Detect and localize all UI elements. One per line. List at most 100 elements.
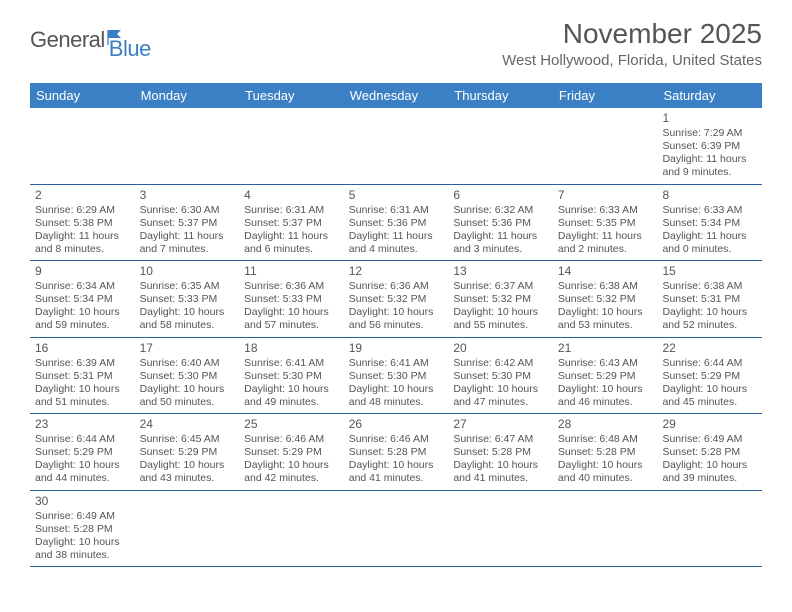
day-header-row: SundayMondayTuesdayWednesdayThursdayFrid… — [30, 83, 762, 108]
sunset-line: Sunset: 5:37 PM — [244, 217, 339, 230]
day-number: 29 — [662, 417, 757, 432]
day-number: 1 — [662, 111, 757, 126]
calendar-day: 23Sunrise: 6:44 AMSunset: 5:29 PMDayligh… — [30, 414, 135, 490]
calendar-empty — [448, 491, 553, 567]
calendar-day: 22Sunrise: 6:44 AMSunset: 5:29 PMDayligh… — [657, 338, 762, 414]
day-number: 13 — [453, 264, 548, 279]
calendar-empty — [135, 108, 240, 184]
calendar-day: 19Sunrise: 6:41 AMSunset: 5:30 PMDayligh… — [344, 338, 449, 414]
sunset-line: Sunset: 5:35 PM — [558, 217, 653, 230]
calendar-empty — [344, 108, 449, 184]
sunrise-line: Sunrise: 6:36 AM — [244, 280, 339, 293]
sunrise-line: Sunrise: 6:31 AM — [349, 204, 444, 217]
sunrise-line: Sunrise: 6:35 AM — [140, 280, 235, 293]
day-number: 2 — [35, 188, 130, 203]
daylight-line: Daylight: 10 hours and 48 minutes. — [349, 383, 444, 409]
day-number: 27 — [453, 417, 548, 432]
calendar-day: 30Sunrise: 6:49 AMSunset: 5:28 PMDayligh… — [30, 491, 135, 567]
calendar-grid: SundayMondayTuesdayWednesdayThursdayFrid… — [30, 83, 762, 567]
sunrise-line: Sunrise: 6:30 AM — [140, 204, 235, 217]
calendar-day: 8Sunrise: 6:33 AMSunset: 5:34 PMDaylight… — [657, 185, 762, 261]
day-number: 25 — [244, 417, 339, 432]
sunrise-line: Sunrise: 6:31 AM — [244, 204, 339, 217]
sunset-line: Sunset: 5:29 PM — [35, 446, 130, 459]
calendar-day: 20Sunrise: 6:42 AMSunset: 5:30 PMDayligh… — [448, 338, 553, 414]
calendar-day: 27Sunrise: 6:47 AMSunset: 5:28 PMDayligh… — [448, 414, 553, 490]
day-number: 8 — [662, 188, 757, 203]
daylight-line: Daylight: 10 hours and 39 minutes. — [662, 459, 757, 485]
brand-blue: Blue — [109, 36, 151, 62]
daylight-line: Daylight: 10 hours and 51 minutes. — [35, 383, 130, 409]
day-number: 11 — [244, 264, 339, 279]
calendar-week: 30Sunrise: 6:49 AMSunset: 5:28 PMDayligh… — [30, 491, 762, 568]
brand-logo: General Blue — [30, 18, 151, 62]
daylight-line: Daylight: 10 hours and 43 minutes. — [140, 459, 235, 485]
day-number: 12 — [349, 264, 444, 279]
sunset-line: Sunset: 5:34 PM — [662, 217, 757, 230]
brand-general: General — [30, 27, 105, 53]
daylight-line: Daylight: 11 hours and 2 minutes. — [558, 230, 653, 256]
day-number: 9 — [35, 264, 130, 279]
day-header: Thursday — [448, 83, 553, 108]
calendar-day: 5Sunrise: 6:31 AMSunset: 5:36 PMDaylight… — [344, 185, 449, 261]
sunset-line: Sunset: 5:33 PM — [244, 293, 339, 306]
sunset-line: Sunset: 5:28 PM — [453, 446, 548, 459]
calendar-day: 26Sunrise: 6:46 AMSunset: 5:28 PMDayligh… — [344, 414, 449, 490]
sunset-line: Sunset: 5:28 PM — [662, 446, 757, 459]
calendar-empty — [239, 491, 344, 567]
calendar-day: 12Sunrise: 6:36 AMSunset: 5:32 PMDayligh… — [344, 261, 449, 337]
daylight-line: Daylight: 10 hours and 41 minutes. — [349, 459, 444, 485]
calendar-empty — [657, 491, 762, 567]
calendar-empty — [553, 491, 658, 567]
daylight-line: Daylight: 11 hours and 9 minutes. — [662, 153, 757, 179]
sunset-line: Sunset: 5:28 PM — [558, 446, 653, 459]
daylight-line: Daylight: 11 hours and 4 minutes. — [349, 230, 444, 256]
day-number: 14 — [558, 264, 653, 279]
page-title: November 2025 — [502, 18, 762, 50]
sunset-line: Sunset: 5:30 PM — [349, 370, 444, 383]
day-header: Sunday — [30, 83, 135, 108]
day-number: 17 — [140, 341, 235, 356]
day-number: 24 — [140, 417, 235, 432]
calendar-day: 21Sunrise: 6:43 AMSunset: 5:29 PMDayligh… — [553, 338, 658, 414]
daylight-line: Daylight: 10 hours and 42 minutes. — [244, 459, 339, 485]
sunset-line: Sunset: 5:36 PM — [349, 217, 444, 230]
title-block: November 2025 West Hollywood, Florida, U… — [502, 18, 762, 69]
sunset-line: Sunset: 5:29 PM — [244, 446, 339, 459]
daylight-line: Daylight: 11 hours and 8 minutes. — [35, 230, 130, 256]
day-number: 20 — [453, 341, 548, 356]
daylight-line: Daylight: 10 hours and 59 minutes. — [35, 306, 130, 332]
daylight-line: Daylight: 10 hours and 40 minutes. — [558, 459, 653, 485]
sunrise-line: Sunrise: 6:46 AM — [349, 433, 444, 446]
sunrise-line: Sunrise: 6:45 AM — [140, 433, 235, 446]
sunrise-line: Sunrise: 6:43 AM — [558, 357, 653, 370]
sunset-line: Sunset: 5:29 PM — [558, 370, 653, 383]
sunset-line: Sunset: 5:29 PM — [662, 370, 757, 383]
daylight-line: Daylight: 10 hours and 45 minutes. — [662, 383, 757, 409]
calendar-empty — [135, 491, 240, 567]
day-header: Monday — [135, 83, 240, 108]
daylight-line: Daylight: 10 hours and 50 minutes. — [140, 383, 235, 409]
sunrise-line: Sunrise: 6:48 AM — [558, 433, 653, 446]
day-number: 16 — [35, 341, 130, 356]
location-subtitle: West Hollywood, Florida, United States — [502, 52, 762, 69]
calendar-day: 2Sunrise: 6:29 AMSunset: 5:38 PMDaylight… — [30, 185, 135, 261]
daylight-line: Daylight: 10 hours and 49 minutes. — [244, 383, 339, 409]
sunrise-line: Sunrise: 6:44 AM — [35, 433, 130, 446]
calendar-day: 28Sunrise: 6:48 AMSunset: 5:28 PMDayligh… — [553, 414, 658, 490]
calendar-day: 3Sunrise: 6:30 AMSunset: 5:37 PMDaylight… — [135, 185, 240, 261]
day-header: Wednesday — [344, 83, 449, 108]
daylight-line: Daylight: 10 hours and 52 minutes. — [662, 306, 757, 332]
calendar-day: 11Sunrise: 6:36 AMSunset: 5:33 PMDayligh… — [239, 261, 344, 337]
calendar-empty — [239, 108, 344, 184]
sunset-line: Sunset: 5:28 PM — [349, 446, 444, 459]
day-number: 22 — [662, 341, 757, 356]
daylight-line: Daylight: 11 hours and 7 minutes. — [140, 230, 235, 256]
calendar-week: 1Sunrise: 7:29 AMSunset: 6:39 PMDaylight… — [30, 108, 762, 185]
sunrise-line: Sunrise: 6:44 AM — [662, 357, 757, 370]
sunrise-line: Sunrise: 6:39 AM — [35, 357, 130, 370]
sunrise-line: Sunrise: 6:47 AM — [453, 433, 548, 446]
day-number: 26 — [349, 417, 444, 432]
calendar-day: 1Sunrise: 7:29 AMSunset: 6:39 PMDaylight… — [657, 108, 762, 184]
sunset-line: Sunset: 5:30 PM — [140, 370, 235, 383]
